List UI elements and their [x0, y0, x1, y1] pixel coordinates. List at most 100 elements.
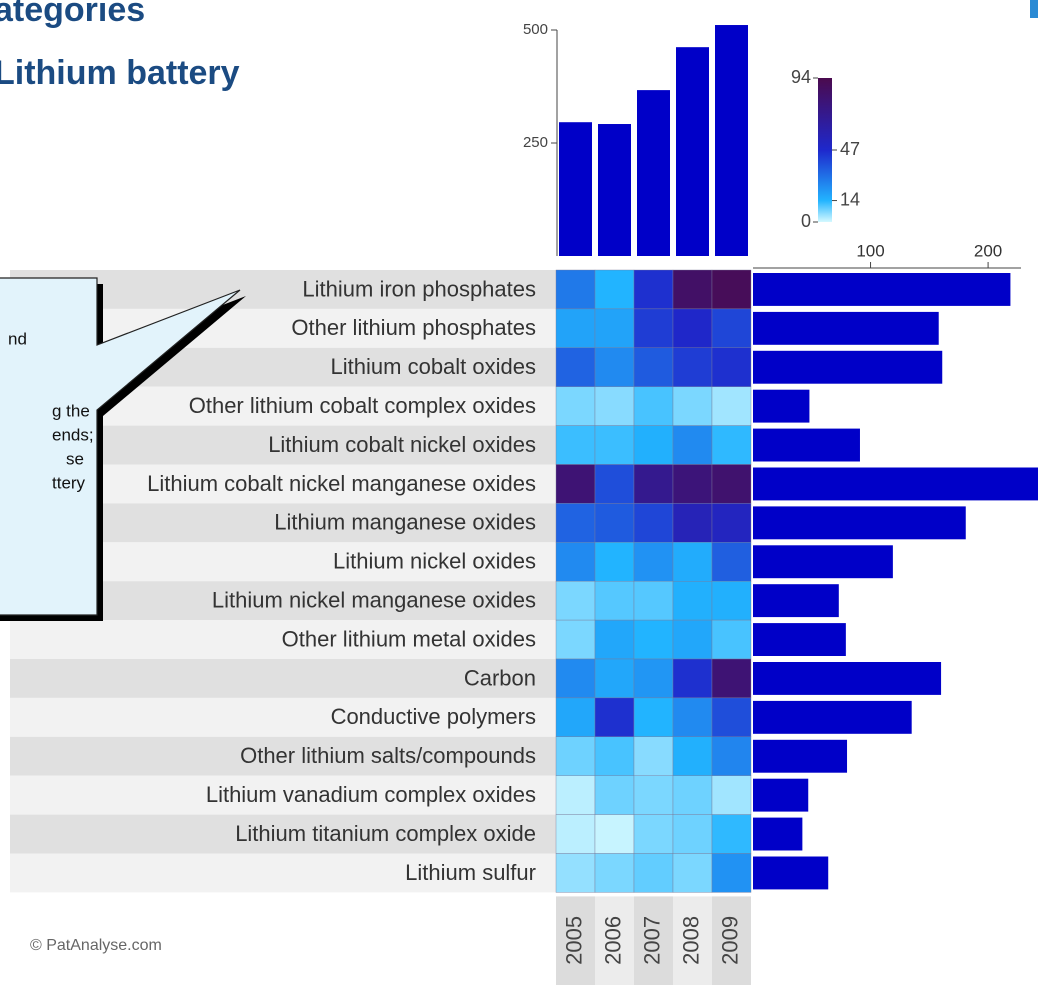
heat-cell	[633, 736, 674, 776]
column-label: 2006	[600, 916, 625, 965]
heat-cell	[594, 736, 635, 776]
row-band	[10, 814, 556, 854]
y-tick-label: 500	[523, 21, 548, 38]
heat-cell	[594, 542, 635, 582]
heat-cell	[711, 503, 752, 543]
side-bar	[753, 506, 966, 540]
heat-cell	[594, 658, 635, 699]
heat-cell	[711, 736, 752, 776]
heat-cell	[672, 619, 713, 660]
heat-cell	[555, 581, 596, 621]
heat-cell	[672, 464, 713, 504]
callout: nd g the ends; se ttery	[0, 277, 246, 621]
heat-cell	[672, 581, 713, 621]
row-label: Conductive polymers	[331, 704, 536, 729]
column-label: 2009	[717, 916, 742, 965]
side-bar	[753, 700, 912, 734]
heat-cell	[633, 269, 674, 310]
heat-cell	[672, 542, 713, 582]
row-band	[10, 697, 556, 737]
column-band	[634, 896, 673, 985]
side-bar	[753, 389, 810, 423]
row-label: Lithium nickel oxides	[333, 549, 536, 574]
heat-cell	[711, 542, 752, 582]
x-tick-label: 200	[974, 241, 1002, 260]
heat-cell	[711, 814, 752, 854]
row-label: Lithium nickel manganese oxides	[212, 587, 536, 612]
heat-cell	[555, 697, 596, 738]
column-band	[673, 896, 712, 985]
heat-cell	[594, 814, 635, 854]
column-band	[712, 896, 751, 985]
callout-box	[0, 277, 241, 616]
row-band	[10, 736, 556, 776]
heat-cell	[672, 697, 713, 738]
heat-cell	[555, 619, 596, 660]
row-band	[10, 775, 556, 815]
heat-cell	[633, 386, 674, 426]
heat-cell	[672, 347, 713, 387]
column-band	[556, 896, 595, 985]
row-label: Lithium sulfur	[405, 860, 536, 885]
row-label: Lithium cobalt nickel manganese oxides	[147, 471, 536, 496]
heat-cell	[555, 736, 596, 776]
heat-cell	[594, 697, 635, 738]
top-bar	[637, 90, 670, 256]
heat-cell	[711, 308, 752, 348]
heat-cell	[555, 542, 596, 582]
chart-title: Lithium battery	[0, 54, 240, 92]
heat-cell	[594, 853, 635, 893]
column-band	[595, 896, 634, 985]
heat-cell	[633, 658, 674, 699]
side-bar	[753, 428, 860, 462]
callout-text: nd	[8, 329, 27, 348]
heat-cell	[633, 853, 674, 893]
row-label: Other lithium salts/compounds	[240, 743, 536, 768]
top-bar	[598, 124, 631, 257]
row-label: Carbon	[464, 665, 536, 690]
heat-cell	[633, 347, 674, 387]
y-tick-label: 250	[523, 134, 548, 151]
heat-cell	[672, 269, 713, 310]
heat-cell	[555, 503, 596, 543]
heat-cell	[672, 814, 713, 854]
column-label: 2008	[678, 916, 703, 965]
heat-cell	[711, 269, 752, 310]
heat-cell	[555, 308, 596, 348]
column-label: 2007	[639, 916, 664, 965]
row-label: Other lithium phosphates	[291, 315, 536, 340]
heat-cell	[711, 347, 752, 387]
heat-cell	[594, 347, 635, 387]
row-band	[10, 659, 556, 698]
top-bar	[676, 47, 709, 257]
heat-cell	[594, 464, 635, 504]
footer: © PatAnalyse.com	[30, 937, 162, 954]
side-bar	[753, 662, 942, 695]
heat-cell	[633, 503, 674, 543]
colorbar-tick-label: 47	[840, 139, 860, 159]
column-label: 2005	[561, 916, 586, 965]
heat-cell	[633, 581, 674, 621]
colorbar	[818, 78, 832, 222]
row-label: Other lithium cobalt complex oxides	[189, 393, 536, 418]
heat-cell	[555, 347, 596, 387]
top-bar	[715, 25, 748, 256]
row-label: Other lithium metal oxides	[282, 626, 536, 651]
top-bar	[559, 122, 592, 256]
heat-cell	[555, 658, 596, 699]
heat-cell	[633, 542, 674, 582]
heat-cell	[672, 386, 713, 426]
plot-layer: Lithium iron phosphates Other lithium pho…	[147, 21, 1038, 965]
row-band	[10, 853, 556, 893]
heat-cell	[672, 853, 713, 893]
heat-cell	[594, 775, 635, 815]
heat-cell	[672, 658, 713, 699]
side-bar	[753, 350, 943, 384]
side-bar	[753, 778, 809, 812]
callout-text: g the	[52, 401, 90, 420]
colorbar-tick-label: 94	[791, 67, 811, 87]
heat-cell	[711, 386, 752, 426]
colorbar-tick-label: 14	[840, 189, 860, 209]
callout-text: ttery	[52, 473, 86, 492]
